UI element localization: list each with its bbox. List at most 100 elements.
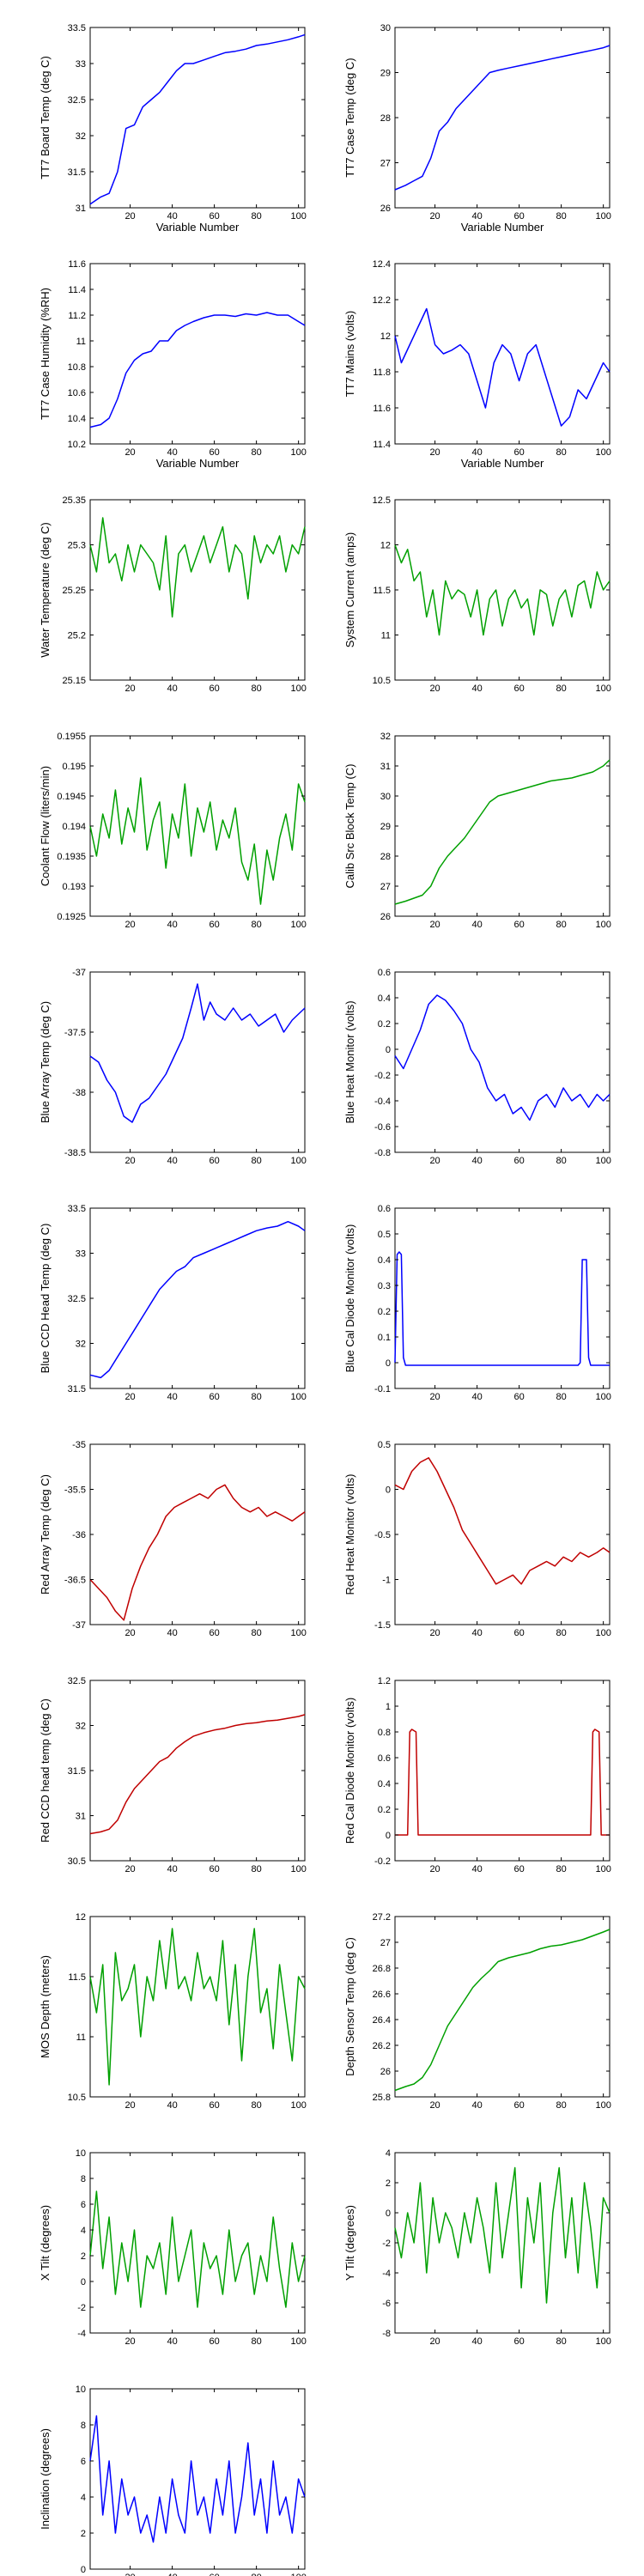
plot-frame (89, 1207, 306, 1389)
x-tick-label: 80 (252, 1628, 262, 1638)
y-tick-label: 31 (380, 762, 391, 772)
plot-frame (394, 1443, 611, 1625)
y-tick-label: 0.5 (378, 1440, 391, 1450)
chart-20: 20 40 60 80 100 -8 -6 -4 -2 0 2 4 Y Tilt (degrees) (343, 2148, 611, 2347)
x-tick-label: 80 (556, 2336, 567, 2347)
x-tick-label: 80 (556, 1628, 567, 1638)
y-tick-label: -0.4 (374, 1097, 391, 1107)
y-tick-label: 29 (380, 69, 391, 79)
plot-frame (394, 2152, 611, 2334)
x-tick-label: 20 (125, 2336, 135, 2347)
chart-8: 20 40 60 80 100 26 27 28 29 30 31 32 Calib Src Block… (343, 732, 611, 930)
x-tick-label: 100 (290, 2573, 306, 2576)
series-line (89, 2190, 306, 2308)
y-tick-label: 8 (81, 2174, 86, 2184)
y-tick-label: 10.8 (68, 362, 86, 373)
y-tick-label: 31.5 (68, 167, 86, 178)
x-tick-label: 100 (290, 1864, 306, 1874)
y-tick-label: 27 (380, 1938, 391, 1948)
x-tick-label: 20 (429, 2336, 440, 2347)
y-tick-label: 32 (76, 131, 86, 142)
series-line (394, 2166, 611, 2304)
y-tick-label: 26.8 (373, 1964, 391, 1974)
y-tick-label: -36.5 (64, 1576, 86, 1586)
plot-frame (394, 27, 611, 209)
y-tick-label: 0.2 (378, 1805, 391, 1815)
x-tick-label: 40 (471, 2100, 482, 2111)
y-tick-label: 27 (380, 882, 391, 892)
y-axis-label: Blue Array Temp (deg C) (39, 1001, 52, 1123)
y-tick-label: 25.35 (62, 495, 86, 506)
y-tick-label: -0.6 (374, 1122, 391, 1133)
x-tick-label: 40 (167, 1156, 177, 1166)
x-tick-label: 20 (125, 447, 135, 458)
y-axis-label: Red Array Temp (deg C) (39, 1474, 52, 1595)
y-tick-label: 2 (81, 2529, 86, 2539)
y-tick-label: 11.4 (373, 440, 391, 450)
chart-6: 20 40 60 80 100 10.5 11 11.5 12 12.5 System Curren… (343, 495, 611, 694)
plot-frame (89, 1680, 306, 1862)
x-tick-label: 20 (429, 683, 440, 694)
x-tick-label: 40 (471, 1864, 482, 1874)
y-tick-label: 25.3 (68, 541, 86, 551)
x-tick-label: 40 (167, 211, 177, 222)
x-tick-label: 40 (471, 920, 482, 930)
x-tick-label: 100 (290, 211, 306, 222)
y-tick-label: 25.2 (68, 631, 86, 641)
y-tick-label: 0.193 (62, 882, 86, 892)
x-tick-label: 60 (513, 2100, 524, 2111)
x-tick-label: 20 (125, 683, 135, 694)
x-tick-label: 20 (429, 211, 440, 222)
y-tick-label: 26.4 (373, 2015, 391, 2026)
y-tick-label: 26 (380, 204, 391, 214)
y-tick-label: -4 (382, 2269, 391, 2279)
chart-13: 20 40 60 80 100 -37 -36.5 -36 -35.5 -35 Red Array … (39, 1440, 307, 1638)
y-tick-label: 2 (81, 2251, 86, 2262)
x-tick-label: 100 (290, 2336, 306, 2347)
y-tick-label: 30 (380, 792, 391, 802)
x-tick-label: 100 (290, 683, 306, 694)
x-tick-label: 40 (167, 1628, 177, 1638)
x-tick-label: 40 (167, 683, 177, 694)
x-tick-label: 80 (252, 211, 262, 222)
y-tick-label: 12.2 (373, 295, 391, 306)
plot-frame (89, 263, 306, 445)
chart-17: 20 40 60 80 100 10.5 11 11.5 12 MOS Depth (meters… (39, 1912, 307, 2111)
x-tick-label: 60 (513, 447, 524, 458)
y-tick-label: 10.2 (68, 440, 86, 450)
chart-5: 20 40 60 80 100 25.15 25.2 25.25 25.3 25.35 Water … (39, 495, 307, 694)
y-tick-label: 0.6 (378, 1204, 391, 1214)
x-tick-label: 20 (125, 1628, 135, 1638)
x-tick-label: 60 (209, 2573, 219, 2576)
y-tick-label: -36 (72, 1530, 86, 1540)
y-tick-label: -2 (382, 2239, 391, 2249)
y-tick-label: 10.4 (68, 414, 86, 424)
x-tick-label: 60 (209, 2100, 219, 2111)
y-tick-label: 32 (76, 1722, 86, 1732)
x-tick-label: 60 (209, 683, 219, 694)
plot-frame (89, 27, 306, 209)
y-tick-label: 0.6 (378, 1753, 391, 1764)
chart-3: 20 40 60 80 100 10.2 10.4 10.6 10.8 11 11.2 11.4 11.… (39, 259, 307, 470)
x-axis-label: Variable Number (156, 457, 240, 470)
plot-frame (394, 263, 611, 445)
y-tick-label: 30.5 (68, 1856, 86, 1867)
x-tick-label: 100 (595, 1156, 611, 1166)
y-tick-label: 25.25 (62, 586, 86, 596)
y-axis-label: System Current (amps) (343, 532, 356, 647)
y-tick-label: 26 (380, 2067, 391, 2077)
series-line (89, 983, 306, 1123)
x-tick-label: 40 (167, 1864, 177, 1874)
x-tick-label: 100 (595, 683, 611, 694)
plot-frame (394, 971, 611, 1153)
x-tick-label: 60 (209, 1156, 219, 1166)
series-line (89, 2415, 306, 2543)
y-tick-label: 11 (76, 2032, 86, 2043)
y-tick-label: 32.5 (68, 1676, 86, 1686)
y-tick-label: 6 (81, 2457, 86, 2467)
x-tick-label: 60 (513, 2336, 524, 2347)
x-tick-label: 60 (513, 1392, 524, 1402)
chart-7: 20 40 60 80 100 0.1925 0.193 0.1935 0.194 0.1945 0… (39, 732, 307, 930)
x-tick-label: 20 (125, 1392, 135, 1402)
y-tick-label: 11.6 (373, 404, 391, 414)
